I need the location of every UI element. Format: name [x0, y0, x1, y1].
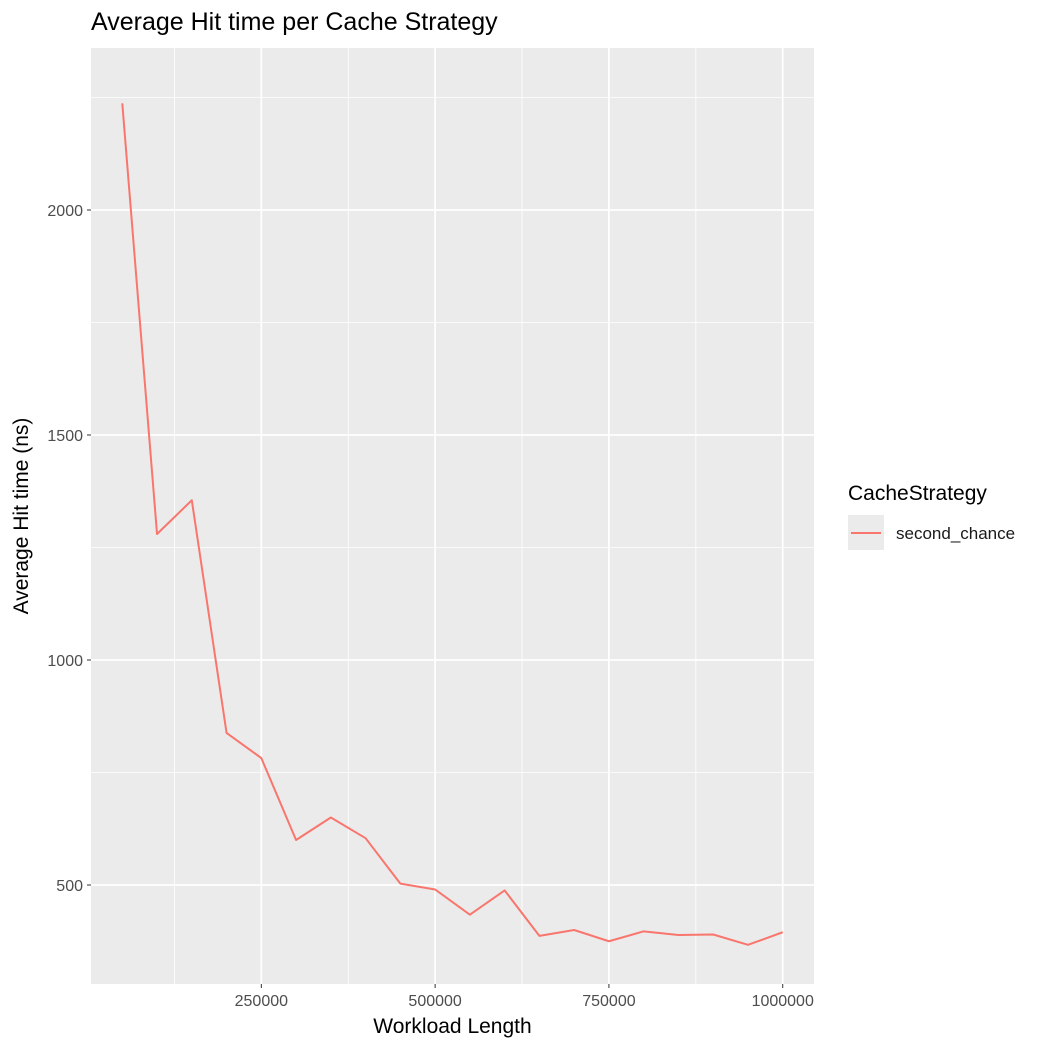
legend-label: second_chance [896, 524, 1015, 543]
plot-panel [91, 48, 814, 984]
y-tick-label: 1500 [47, 428, 83, 445]
y-tick-label: 1000 [47, 653, 83, 670]
y-tick-label: 2000 [47, 203, 83, 220]
x-tick-label: 1000000 [752, 993, 814, 1010]
y-tick-label: 500 [56, 878, 83, 895]
y-axis: 500 1000 1500 2000 [47, 203, 91, 895]
x-axis: 250000 500000 750000 1000000 [235, 984, 814, 1010]
legend-title: CacheStrategy [848, 482, 987, 505]
minor-gridlines [91, 48, 814, 984]
series-layer [121, 103, 784, 946]
legend: CacheStrategy second_chance [848, 482, 1015, 550]
series-line-second_chance [121, 103, 784, 946]
x-tick-label: 250000 [235, 993, 288, 1010]
x-tick-label: 750000 [582, 993, 635, 1010]
y-axis-label: Average Hit time (ns) [10, 418, 33, 615]
x-tick-label: 500000 [408, 993, 461, 1010]
major-gridlines [91, 48, 814, 984]
chart-title: Average Hit time per Cache Strategy [91, 8, 498, 36]
x-axis-label: Workload Length [373, 1015, 531, 1038]
